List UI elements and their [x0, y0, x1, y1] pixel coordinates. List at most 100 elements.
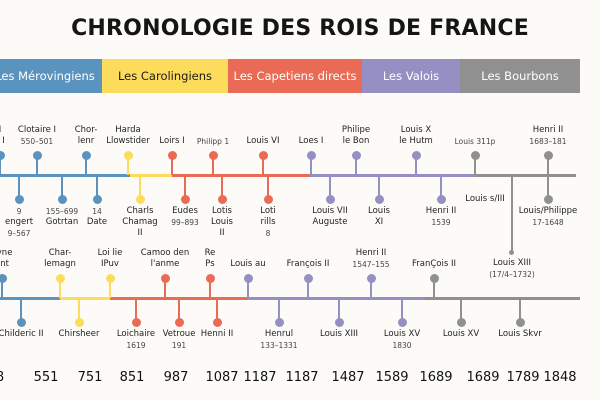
event-label-line: Philipe: [341, 125, 371, 135]
marker-stem: [184, 175, 186, 199]
event-label: 155–699 Gotrtan: [46, 206, 79, 228]
marker-stem: [433, 278, 435, 298]
event-label-line: 1539: [431, 218, 451, 227]
marker-dot: [174, 317, 184, 327]
marker-stem: [519, 298, 521, 322]
marker-dot: [470, 150, 480, 160]
timeline-segment: [172, 174, 310, 177]
marker-stem: [378, 175, 380, 199]
marker-dot: [436, 194, 446, 204]
event-label: FranÇois II: [412, 259, 456, 270]
event-label-line: Louis XIII: [492, 258, 531, 268]
event-label: Louis/Philippe 17-1648: [519, 206, 577, 228]
marker-stem: [221, 175, 223, 199]
event-label-line: 9–567: [7, 229, 31, 238]
event-label-line: Henrul: [264, 329, 294, 339]
marker-dot: [105, 273, 115, 283]
event-label-line: Auguste: [312, 217, 348, 227]
event-label-line: Louis s/III: [465, 194, 505, 204]
event-label: Philipp 1: [197, 136, 229, 147]
event-label: Louis s/III: [465, 194, 504, 205]
event-label-line: 1547–155: [352, 260, 390, 269]
marker-stem: [85, 155, 87, 175]
timeline-segment: [60, 297, 110, 300]
event-label-line: Henni II: [200, 329, 234, 339]
event-label: Louis XI: [368, 206, 390, 228]
event-label-line: I: [0, 125, 5, 136]
marker-stem: [135, 298, 137, 322]
marker-dot: [32, 150, 42, 160]
marker-dot: [397, 317, 407, 327]
marker-dot: [180, 194, 190, 204]
event-label-line: Lotis: [212, 206, 232, 216]
marker-dot: [374, 194, 384, 204]
marker-stem: [511, 175, 513, 252]
marker-dot: [160, 273, 170, 283]
timeline-segment: [425, 297, 580, 300]
marker-dot: [325, 194, 335, 204]
event-label-line: ent: [0, 259, 9, 269]
event-label-line: 133–1331: [260, 341, 298, 350]
event-label-line: Char-: [48, 248, 72, 258]
event-label: Charls Chamag II: [122, 206, 157, 239]
event-label-line: lemagn: [44, 259, 76, 269]
marker-dot: [123, 150, 133, 160]
event-label-line: 155–699: [45, 207, 79, 216]
marker-dot: [274, 317, 284, 327]
event-label: 9 engert 9–567: [5, 206, 33, 239]
year-label: 1187: [243, 370, 277, 385]
marker-dot: [92, 194, 102, 204]
marker-dot: [205, 273, 215, 283]
marker-dot: [351, 150, 361, 160]
marker-dot: [456, 317, 466, 327]
marker-dot: [135, 194, 145, 204]
marker-stem: [247, 278, 249, 298]
marker-stem: [216, 298, 218, 322]
marker-stem: [262, 155, 264, 175]
event-label: Louis VI: [247, 136, 280, 147]
event-label: Loti rills 8: [260, 206, 275, 239]
event-label-line: 99–893: [171, 218, 199, 227]
event-label: Loichaire 1619: [117, 329, 155, 351]
event-label-line: II: [137, 228, 143, 238]
event-label-line: Re: [204, 248, 216, 258]
event-label-line: engert: [4, 217, 34, 227]
event-label-line: Camoo den: [140, 248, 190, 258]
event-label-line: Loichaire: [116, 329, 156, 339]
marker-dot: [509, 250, 514, 255]
event-label-line: oyne: [0, 248, 13, 258]
event-label-line: Childeric II: [0, 329, 44, 339]
event-label-line: Charls: [126, 206, 154, 216]
marker-stem: [178, 298, 180, 322]
event-label-line: François II: [286, 259, 330, 269]
marker-dot: [208, 150, 218, 160]
event-label: Louis XIII (17/4–1732): [489, 258, 535, 280]
event-label-line: Louis: [211, 217, 233, 227]
event-label-line: Eudes: [172, 206, 198, 216]
year-label: 1848: [543, 370, 577, 385]
event-label-line: Louis au: [230, 259, 266, 269]
timeline-segment: [476, 174, 576, 177]
marker-dot: [16, 317, 26, 327]
year-label: 1689: [419, 370, 453, 385]
marker-stem: [547, 175, 549, 199]
event-label-line: Vetroue: [162, 329, 196, 339]
marker-dot: [131, 317, 141, 327]
event-label: Louis XV: [443, 329, 479, 340]
event-label-line: Louis Skvr: [498, 329, 542, 339]
event-label: Henri II 1547–155: [352, 248, 389, 270]
marker-dot: [429, 273, 439, 283]
marker-stem: [310, 155, 312, 175]
marker-dot: [243, 273, 253, 283]
event-label-line: Louis XIII: [319, 329, 359, 339]
marker-dot: [0, 273, 7, 283]
event-label-line: 14: [92, 207, 102, 216]
event-label: Lotis Louis II: [211, 206, 233, 239]
marker-dot: [57, 194, 67, 204]
marker-dot: [217, 194, 227, 204]
event-label: Louis XIII: [320, 329, 358, 340]
marker-stem: [415, 155, 417, 175]
event-label-line: 9: [16, 207, 22, 216]
event-label-line: 8: [265, 229, 271, 238]
event-label: François II: [287, 259, 330, 270]
